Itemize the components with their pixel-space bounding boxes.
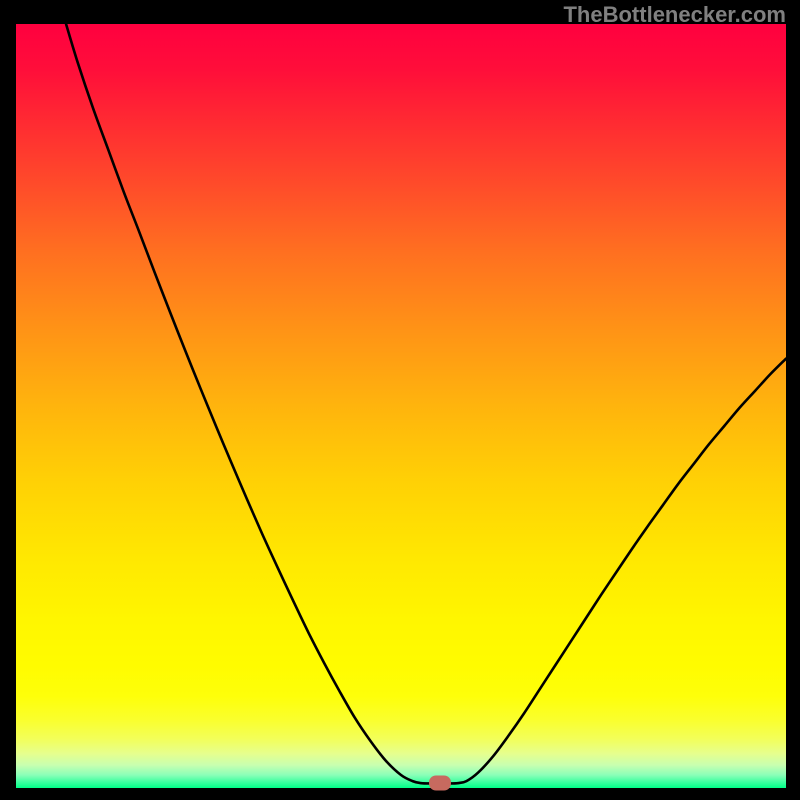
plot-area bbox=[16, 24, 786, 788]
curve-layer bbox=[16, 24, 786, 788]
bottleneck-curve bbox=[66, 24, 786, 783]
chart-container: TheBottlenecker.com bbox=[0, 0, 800, 800]
optimal-point-marker bbox=[429, 776, 451, 791]
watermark-text: TheBottlenecker.com bbox=[563, 2, 786, 28]
